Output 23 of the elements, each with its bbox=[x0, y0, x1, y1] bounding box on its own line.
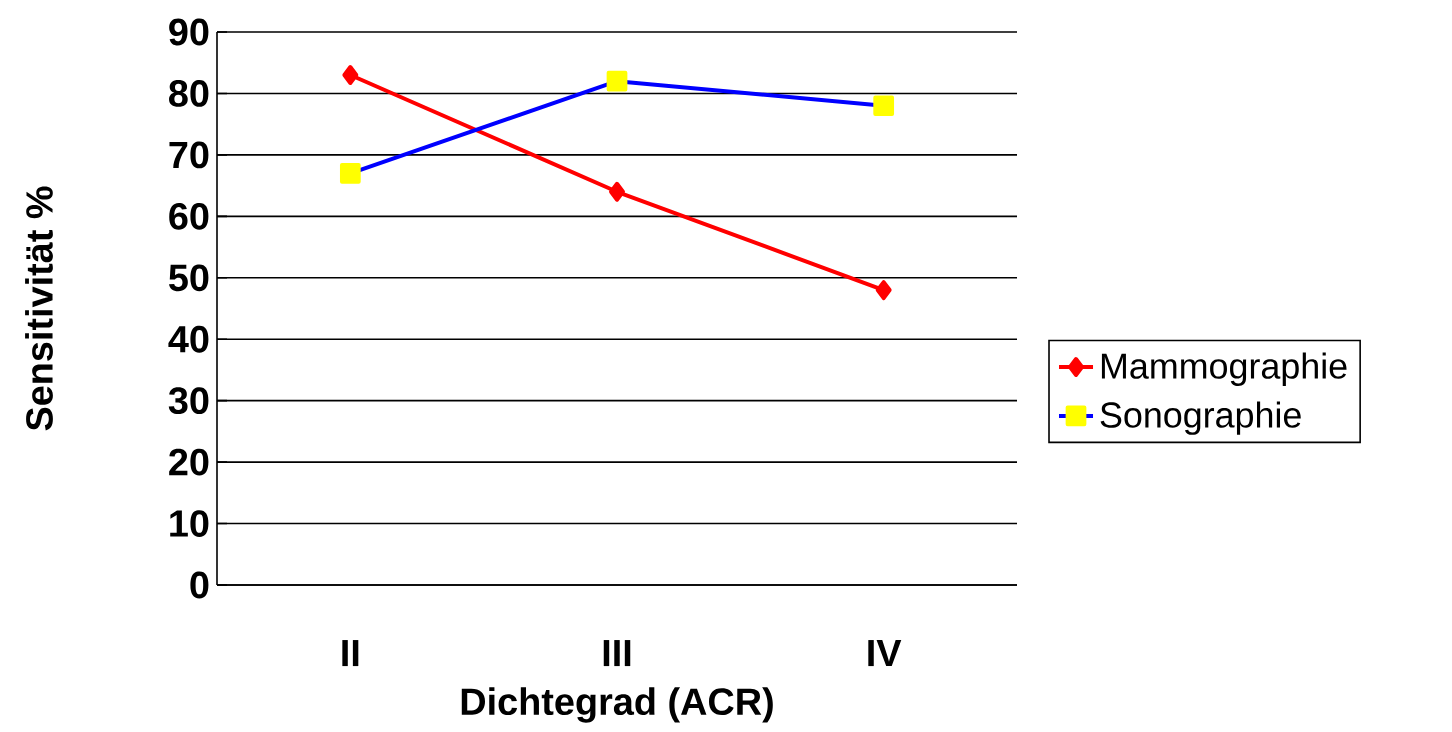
point bbox=[606, 70, 628, 92]
point bbox=[873, 95, 895, 117]
y-tick-label: 50 bbox=[169, 264, 209, 292]
y-tick-label: 20 bbox=[169, 448, 209, 476]
y-tick-label: 60 bbox=[169, 202, 209, 230]
x-axis-title: Dichtegrad (ACR) bbox=[461, 687, 773, 723]
y-tick-label: 90 bbox=[169, 18, 209, 46]
y-tick-label: 80 bbox=[169, 80, 209, 107]
point bbox=[609, 181, 625, 202]
y-tick-label: 70 bbox=[169, 141, 209, 169]
legend-label: Sonographie bbox=[1100, 401, 1301, 435]
point bbox=[339, 162, 361, 184]
x-tick-label: IV bbox=[868, 640, 902, 667]
y-axis-title: Sensitivität % bbox=[25, 186, 53, 431]
y-tick-label: 0 bbox=[190, 571, 209, 599]
y-tick-label: 10 bbox=[170, 510, 209, 537]
point bbox=[342, 65, 359, 85]
y-tick-label: 40 bbox=[168, 325, 209, 353]
x-tick-label: II bbox=[342, 640, 359, 667]
legend-label: Mammographie bbox=[1101, 352, 1347, 386]
point bbox=[875, 280, 892, 301]
x-tick-label: III bbox=[603, 640, 631, 667]
y-tick-label: 30 bbox=[168, 387, 209, 415]
